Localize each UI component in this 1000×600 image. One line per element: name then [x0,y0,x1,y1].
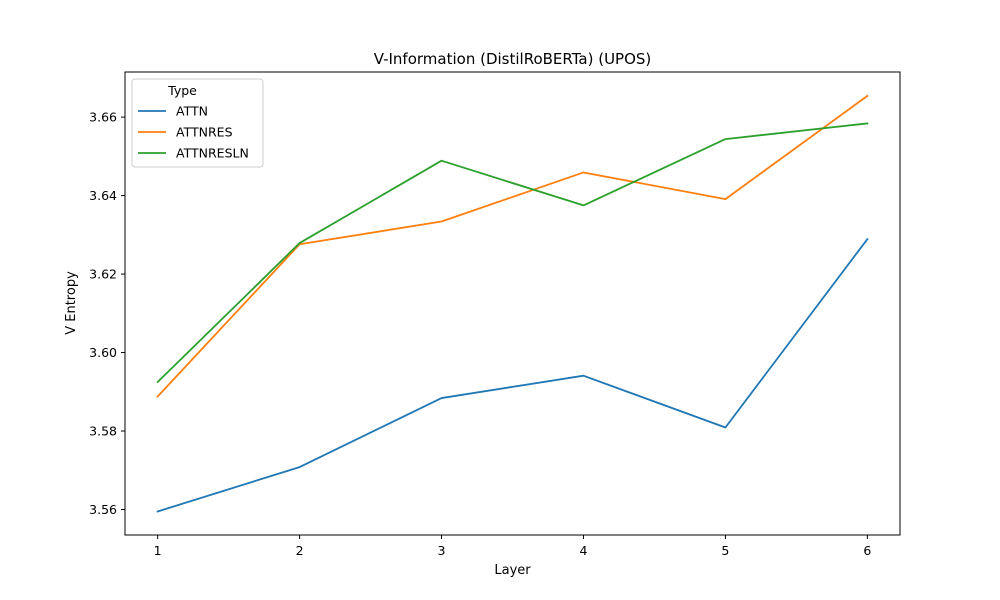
x-tick-label: 3 [438,543,446,558]
plot-area: 1 2 3 4 5 6 3.56 3.58 3.60 3.62 3.64 3.66 [89,71,901,558]
x-tick-label: 6 [863,543,871,558]
x-tick-label: 4 [579,543,587,558]
legend-label-attn: ATTN [176,104,208,119]
x-tick-label: 2 [296,543,304,558]
x-tick-label: 5 [721,543,729,558]
series-line-attnres [156,94,869,398]
chart-title: V-Information (DistilRoBERTa) (UPOS) [374,50,652,68]
legend-label-attnresln: ATTNRESLN [176,146,249,161]
legend-box [131,78,264,168]
legend-title: Type [167,83,197,98]
y-tick-label: 3.64 [89,188,117,203]
y-axis-label: V Entropy [64,271,79,335]
y-tick-label: 3.58 [89,424,117,439]
series-line-attn [156,237,869,513]
legend: Type ATTN ATTNRES ATTNRESLN [131,78,264,168]
series-line-attnresln [156,122,869,384]
x-tick-label: 1 [154,543,162,558]
x-axis-label: Layer [494,563,531,578]
y-tick-label: 3.62 [89,267,117,282]
y-tick-label: 3.60 [89,345,117,360]
plot-frame [124,71,901,536]
y-tick-label: 3.66 [89,110,117,125]
y-tick-label: 3.56 [89,502,117,517]
legend-label-attnres: ATTNRES [176,125,233,140]
